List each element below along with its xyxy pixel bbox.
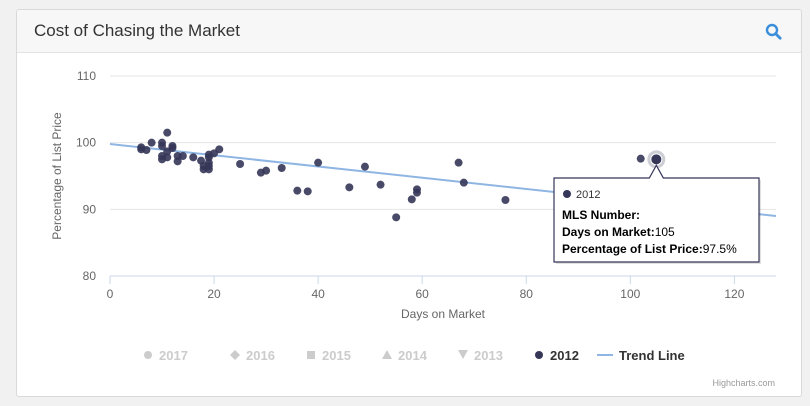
data-point[interactable] xyxy=(412,188,421,197)
x-tick-label: 60 xyxy=(416,287,430,301)
data-point[interactable] xyxy=(262,166,271,175)
data-point[interactable] xyxy=(636,154,645,163)
legend-item-2016[interactable]: 2016 xyxy=(246,348,275,363)
y-tick-label: 90 xyxy=(83,202,97,216)
data-point[interactable] xyxy=(189,153,198,162)
data-point[interactable] xyxy=(454,158,463,167)
data-point[interactable] xyxy=(163,153,172,162)
legend-symbol-2013 xyxy=(458,350,468,359)
chart-panel: Cost of Chasing the Market 80 90 100 110 0 20… xyxy=(16,9,802,397)
data-point[interactable] xyxy=(360,162,369,171)
data-point[interactable] xyxy=(178,152,187,160)
tooltip-box xyxy=(553,164,760,263)
data-point[interactable] xyxy=(168,144,177,152)
data-point[interactable] xyxy=(459,178,468,187)
tooltip-percentage: Percentage of List Price:97.5% xyxy=(562,242,737,256)
x-tick-label: 0 xyxy=(107,287,114,301)
data-point[interactable] xyxy=(215,145,224,154)
data-point[interactable] xyxy=(501,196,510,204)
data-point[interactable] xyxy=(345,183,354,192)
x-tick-label: 100 xyxy=(620,287,640,301)
legend-item-2013[interactable]: 2013 xyxy=(474,348,503,363)
tooltip-series-name: 2012 xyxy=(576,189,600,201)
legend-item-2015[interactable]: 2015 xyxy=(322,348,351,363)
legend-item-2017[interactable]: 2017 xyxy=(159,348,188,363)
data-point[interactable] xyxy=(376,180,385,189)
panel-header: Cost of Chasing the Market xyxy=(17,10,801,53)
data-point[interactable] xyxy=(236,160,245,168)
legend-symbol-2017 xyxy=(144,351,152,359)
chart-area: 80 90 100 110 0 20 40 60 80 100 120 Days on Market P… xyxy=(17,54,801,396)
legend-symbol-2014 xyxy=(382,350,392,359)
data-point[interactable] xyxy=(277,164,286,172)
data-point[interactable] xyxy=(173,157,182,166)
data-point[interactable] xyxy=(142,146,151,154)
data-point[interactable] xyxy=(303,187,312,196)
legend-symbol-2015 xyxy=(307,351,315,359)
tooltip-days: Days on Market:105 xyxy=(562,225,675,239)
x-axis-title: Days on Market xyxy=(401,307,486,321)
data-point[interactable] xyxy=(158,142,167,150)
data-point[interactable] xyxy=(392,213,401,222)
legend-symbol-2012 xyxy=(535,351,543,359)
y-axis-title: Percentage of List Price xyxy=(50,112,64,240)
legend-symbol-2016 xyxy=(230,350,240,360)
legend-item-2012[interactable]: 2012 xyxy=(550,348,579,363)
tooltip-series-marker xyxy=(563,190,571,198)
y-tick-label: 110 xyxy=(77,69,96,83)
x-tick-label: 120 xyxy=(724,287,744,301)
legend-item-2014[interactable]: 2014 xyxy=(398,348,428,363)
data-point[interactable] xyxy=(293,186,302,195)
y-tick-label: 80 xyxy=(83,269,97,283)
x-tick-label: 20 xyxy=(207,287,221,301)
data-point[interactable] xyxy=(147,138,156,147)
hovered-point[interactable] xyxy=(650,153,663,166)
x-tick-label: 40 xyxy=(311,287,325,301)
panel-title: Cost of Chasing the Market xyxy=(34,21,240,40)
y-tick-label: 100 xyxy=(76,136,96,150)
tooltip-mls: MLS Number: xyxy=(562,208,640,222)
x-tick-label: 80 xyxy=(520,287,534,301)
data-point[interactable] xyxy=(163,128,172,137)
legend-item-trend-line[interactable]: Trend Line xyxy=(619,348,685,363)
data-point[interactable] xyxy=(204,165,213,174)
search-icon[interactable] xyxy=(763,21,783,41)
data-point[interactable] xyxy=(314,158,323,167)
scatter-chart: 80 90 100 110 0 20 40 60 80 100 120 Days on Market P… xyxy=(50,69,777,388)
data-point[interactable] xyxy=(407,195,416,204)
credits-link[interactable]: Highcharts.com xyxy=(712,378,775,388)
